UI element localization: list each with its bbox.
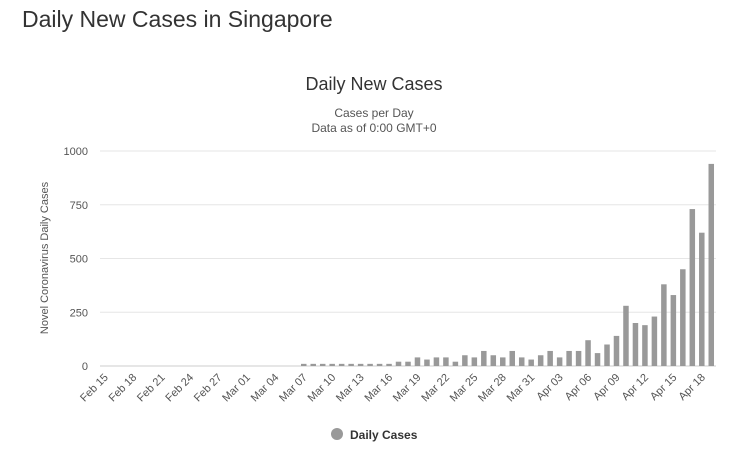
bar[interactable] (481, 350, 487, 366)
bar[interactable] (405, 361, 411, 366)
x-tick-label: Apr 12 (620, 372, 651, 403)
x-tick-label: Mar 22 (419, 372, 452, 405)
bar[interactable] (310, 363, 316, 366)
y-axis-label: Novel Coronavirus Daily Cases (39, 181, 51, 334)
bar[interactable] (500, 357, 506, 366)
bar[interactable] (632, 323, 639, 366)
x-tick-label: Apr 09 (591, 372, 622, 403)
bar[interactable] (357, 363, 364, 366)
bar[interactable] (518, 357, 525, 366)
bar[interactable] (689, 209, 696, 366)
bar[interactable] (623, 305, 629, 366)
x-tick-label: Apr 03 (534, 372, 565, 403)
bar[interactable] (509, 350, 515, 366)
legend[interactable]: Daily Cases (331, 428, 418, 442)
x-tick-label: Mar 13 (334, 372, 367, 405)
x-tick-label: Mar 16 (362, 372, 395, 405)
y-tick-label: 750 (70, 200, 88, 212)
page-title: Daily New Cases in Singapore (22, 6, 333, 32)
bar[interactable] (708, 163, 715, 366)
bar[interactable] (367, 363, 373, 366)
bar[interactable] (566, 350, 572, 366)
x-tick-label: Mar 07 (277, 372, 310, 405)
bar[interactable] (338, 363, 345, 366)
x-tick-label: Feb 21 (135, 372, 168, 405)
chart-subtitle-line-2: Data as of 0:00 GMT+0 (311, 121, 436, 135)
bar[interactable] (433, 357, 440, 366)
x-tick-label: Mar 01 (220, 372, 253, 405)
bar[interactable] (348, 363, 354, 366)
bar[interactable] (471, 357, 478, 366)
legend-label[interactable]: Daily Cases (350, 428, 418, 442)
bar[interactable] (386, 363, 392, 366)
x-tick-label: Apr 15 (648, 372, 679, 403)
bar[interactable] (301, 363, 307, 366)
grid-lines (100, 150, 716, 367)
x-tick-label: Mar 25 (448, 372, 481, 405)
y-tick-label: 500 (70, 254, 88, 266)
x-tick-label: Feb 24 (163, 372, 196, 405)
bar[interactable] (528, 359, 534, 366)
bar[interactable] (547, 350, 553, 366)
bar[interactable] (670, 295, 677, 366)
bar[interactable] (613, 335, 620, 366)
x-tick-label: Mar 19 (391, 372, 424, 405)
x-tick-label: Mar 28 (476, 372, 509, 405)
bar[interactable] (376, 363, 383, 366)
x-tick-label: Apr 18 (676, 372, 707, 403)
x-tick-label: Feb 15 (78, 372, 111, 405)
x-tick-label: Mar 31 (505, 372, 538, 405)
bar[interactable] (661, 284, 667, 366)
bar[interactable] (452, 361, 459, 366)
bar[interactable] (699, 232, 705, 366)
bar[interactable] (424, 359, 430, 366)
x-tick-label: Mar 04 (249, 372, 282, 405)
bar[interactable] (575, 350, 582, 366)
y-tick-label: 1000 (64, 146, 88, 158)
bar[interactable] (585, 340, 591, 366)
bar[interactable] (594, 353, 601, 366)
bar[interactable] (462, 355, 468, 366)
bar[interactable] (490, 355, 497, 366)
x-tick-label: Mar 10 (306, 372, 339, 405)
legend-marker (331, 428, 343, 440)
chart-title: Daily New Cases (305, 74, 442, 94)
bar[interactable] (604, 344, 610, 367)
bar[interactable] (443, 357, 449, 366)
x-tick-label: Feb 18 (107, 372, 140, 405)
y-tick-label: 250 (70, 307, 88, 319)
bar[interactable] (651, 316, 658, 366)
bar-series (301, 163, 715, 367)
bar[interactable] (537, 355, 544, 366)
bar[interactable] (414, 357, 421, 366)
bar[interactable] (319, 363, 326, 366)
bar[interactable] (680, 269, 686, 366)
bar[interactable] (395, 361, 402, 366)
bar[interactable] (556, 357, 563, 366)
bar[interactable] (642, 325, 648, 366)
chart-subtitle-line-1: Cases per Day (334, 106, 413, 120)
x-tick-label: Apr 06 (563, 372, 594, 403)
x-tick-label: Feb 27 (192, 372, 225, 405)
bar[interactable] (329, 363, 335, 366)
y-tick-labels: 0 250 500 750 1000 (64, 146, 88, 373)
y-tick-label: 0 (82, 361, 88, 373)
